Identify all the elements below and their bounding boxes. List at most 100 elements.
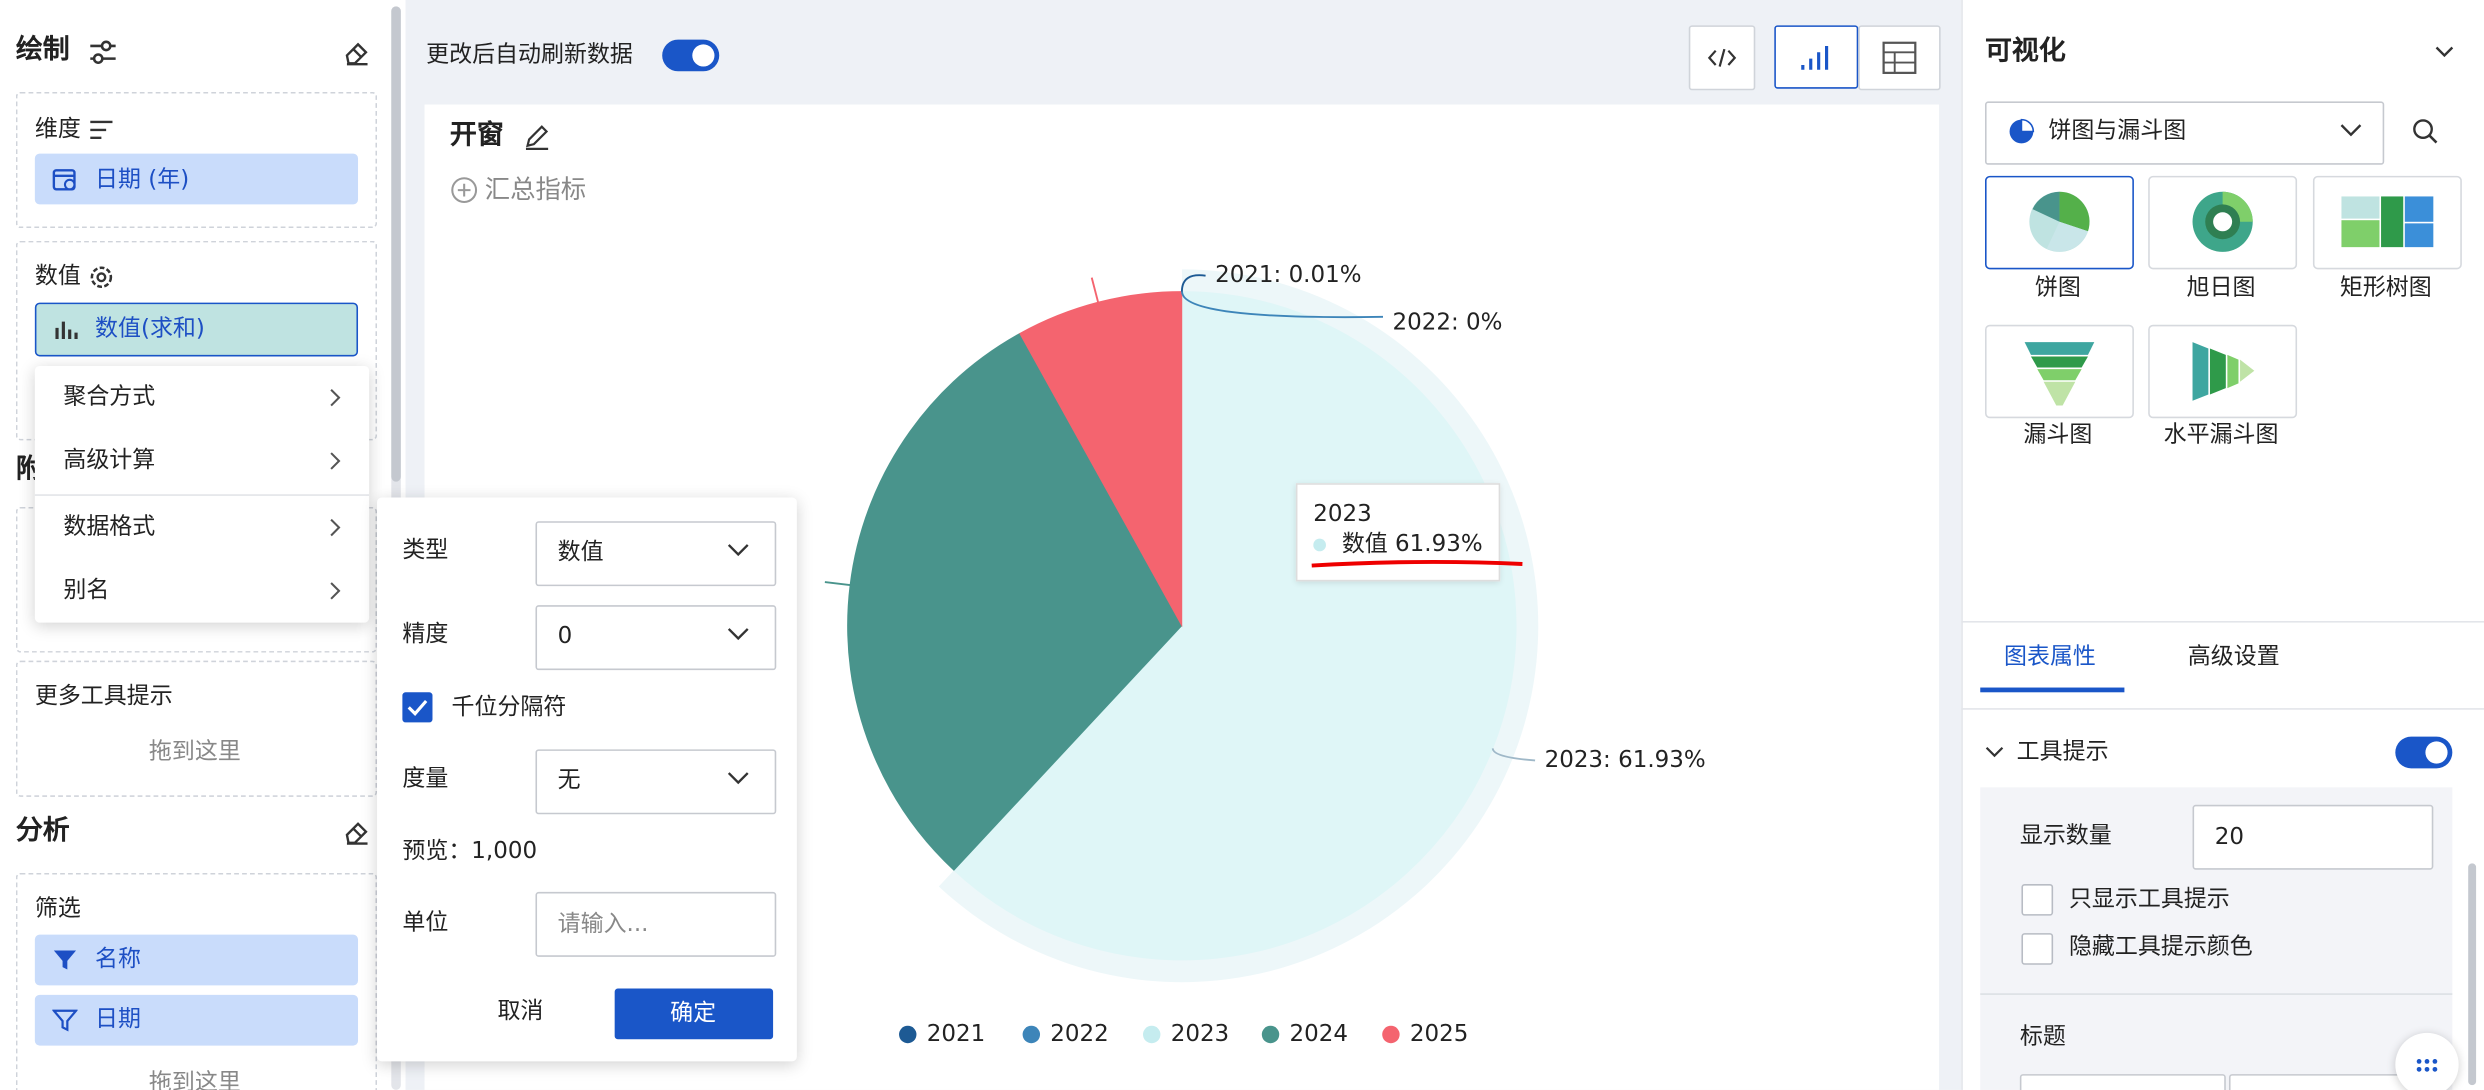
tooltip-dot bbox=[1313, 538, 1326, 552]
title-input[interactable] bbox=[2019, 1074, 2226, 1090]
section-chevron[interactable] bbox=[1983, 741, 2005, 763]
clear-icon[interactable] bbox=[342, 817, 371, 846]
unit-label: 单位 bbox=[402, 910, 449, 936]
leader-line bbox=[1090, 277, 1099, 303]
bar-icon bbox=[55, 321, 78, 340]
checkbox[interactable] bbox=[2021, 883, 2054, 916]
chart-type-tile[interactable] bbox=[2148, 175, 2298, 270]
edit-icon[interactable] bbox=[523, 122, 552, 151]
data-label: 2023: 61.93% bbox=[1545, 747, 1706, 773]
menu-item[interactable]: 数据格式 bbox=[63, 514, 156, 540]
unit-input[interactable] bbox=[535, 891, 777, 957]
add-metric[interactable]: 汇总指标 bbox=[484, 174, 587, 205]
sort-icon[interactable] bbox=[89, 117, 114, 142]
legend-marker bbox=[1382, 1025, 1400, 1044]
value-field-label: 数值(求和) bbox=[95, 316, 205, 342]
gear-icon[interactable] bbox=[87, 263, 116, 292]
tab[interactable]: 高级设置 bbox=[2187, 644, 2280, 670]
confirm-button[interactable] bbox=[614, 988, 774, 1040]
toggle-knob bbox=[2425, 741, 2448, 764]
collapse-icon[interactable] bbox=[2432, 41, 2457, 63]
leader-line bbox=[1180, 274, 1206, 292]
chart-type-label: 饼图 bbox=[2034, 275, 2081, 301]
show-count-input[interactable] bbox=[2192, 804, 2434, 870]
tooltip-section: 工具提示 bbox=[2016, 739, 2109, 765]
leader-line bbox=[1491, 748, 1536, 762]
show-count-value: 20 bbox=[2214, 824, 2244, 851]
measure-label: 度量 bbox=[402, 766, 449, 792]
check-icon bbox=[407, 699, 428, 716]
checkbox[interactable] bbox=[2021, 933, 2054, 965]
type-value: 数值 bbox=[557, 539, 604, 566]
menu-divider bbox=[34, 494, 370, 496]
chart-type-tile[interactable] bbox=[2312, 175, 2462, 270]
more-tooltip-label: 更多工具提示 bbox=[34, 683, 173, 710]
data-label: 2021: 0.01% bbox=[1215, 262, 1361, 288]
filter-label: 筛选 bbox=[34, 896, 81, 922]
menu-item[interactable]: 别名 bbox=[63, 577, 110, 604]
chart-type-tile[interactable] bbox=[2148, 324, 2298, 419]
value-field[interactable] bbox=[34, 302, 359, 357]
settings-icon[interactable] bbox=[87, 38, 119, 67]
legend-marker bbox=[1022, 1025, 1041, 1044]
precision-label: 精度 bbox=[402, 622, 449, 648]
data-label: 2022: 0% bbox=[1393, 310, 1503, 336]
cancel-button[interactable]: 取消 bbox=[497, 999, 544, 1025]
analysis-title: 分析 bbox=[15, 815, 70, 847]
unit-placeholder: 请输入... bbox=[557, 912, 649, 938]
sunburst-thumb bbox=[2192, 191, 2253, 252]
drop-hint: 拖到这里 bbox=[148, 739, 241, 765]
right-scrollbar[interactable] bbox=[2468, 863, 2477, 1086]
toggle-knob bbox=[692, 44, 715, 67]
auto-refresh-toggle[interactable] bbox=[662, 39, 720, 72]
confirm-label: 确定 bbox=[670, 1000, 717, 1027]
thousands-checkbox[interactable] bbox=[402, 692, 433, 723]
legend-label: 2021 bbox=[927, 1021, 985, 1047]
chart-type-label: 旭日图 bbox=[2186, 275, 2256, 301]
viz-title: 可视化 bbox=[1985, 35, 2066, 68]
clear-icon[interactable] bbox=[342, 38, 371, 67]
tab-underline bbox=[1980, 687, 2125, 693]
legend-marker bbox=[899, 1025, 917, 1044]
code-button[interactable] bbox=[1688, 25, 1756, 91]
filter-field[interactable] bbox=[34, 934, 359, 986]
preview: 预览：1,000 bbox=[402, 839, 538, 865]
thousands-label: 千位分隔符 bbox=[451, 695, 567, 721]
add-icon[interactable] bbox=[450, 176, 479, 205]
tooltip-label: 数值 61.93% bbox=[1341, 531, 1483, 558]
value-label: 数值 bbox=[34, 264, 81, 290]
filter-field[interactable] bbox=[34, 994, 359, 1046]
chart-view-button[interactable] bbox=[1774, 25, 1859, 89]
chart-type-label: 水平漏斗图 bbox=[2163, 422, 2279, 448]
tooltip-toggle[interactable] bbox=[2395, 736, 2453, 769]
only-tooltip-label: 只显示工具提示 bbox=[2068, 886, 2230, 913]
dimension-field[interactable] bbox=[34, 153, 359, 205]
menu-item[interactable]: 聚合方式 bbox=[63, 384, 156, 410]
dimension-field-label: 日期 (年) bbox=[95, 167, 190, 193]
treemap-thumb bbox=[2341, 196, 2434, 248]
legend-label: 2022 bbox=[1050, 1021, 1108, 1047]
precision-value: 0 bbox=[557, 623, 573, 650]
floating-button[interactable] bbox=[2395, 1032, 2459, 1090]
table-view-button[interactable] bbox=[1858, 25, 1941, 91]
chart-group-select[interactable] bbox=[1985, 101, 2385, 165]
chart-type-tile[interactable] bbox=[1985, 324, 2134, 419]
panel-divider bbox=[1961, 621, 2484, 623]
scrollbar-thumb[interactable] bbox=[391, 6, 401, 482]
chart-group-label: 饼图与漏斗图 bbox=[2048, 118, 2187, 144]
select-chevron bbox=[2340, 124, 2362, 137]
menu-item[interactable]: 高级计算 bbox=[63, 447, 156, 474]
show-count-label: 显示数量 bbox=[2019, 823, 2112, 849]
tooltip-zone bbox=[15, 660, 378, 797]
measure-select[interactable] bbox=[535, 749, 777, 815]
tab-divider bbox=[1961, 708, 2484, 710]
chart-icon bbox=[1801, 45, 1829, 70]
legend-label: 2023 bbox=[1171, 1021, 1229, 1047]
chart-type-tile[interactable] bbox=[1985, 175, 2134, 270]
leader-line bbox=[824, 581, 851, 587]
filter-field-label: 日期 bbox=[95, 1007, 141, 1033]
tab-active[interactable]: 图表属性 bbox=[2004, 644, 2096, 670]
search-icon[interactable] bbox=[2411, 117, 2440, 146]
